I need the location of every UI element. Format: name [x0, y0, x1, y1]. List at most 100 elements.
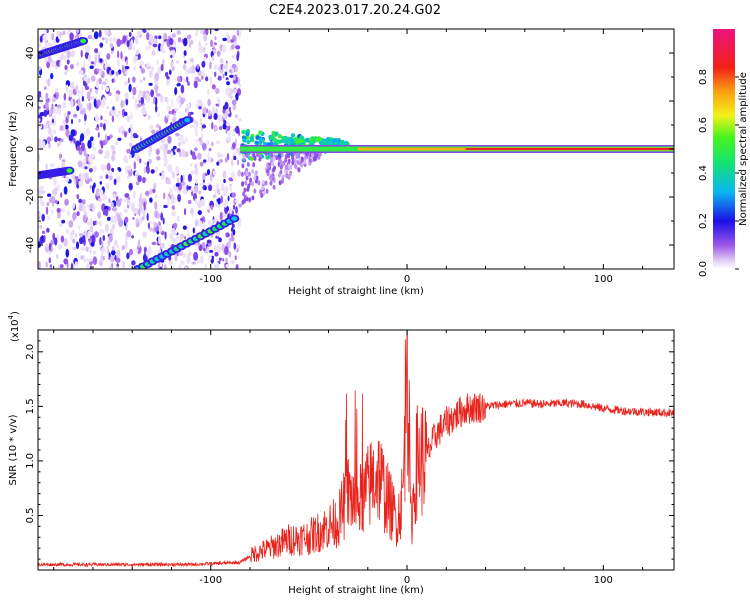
spectrogram-cell	[97, 211, 101, 219]
spectrogram-cell	[208, 147, 212, 152]
spectrogram-cell	[50, 72, 54, 80]
spectrogram-cell	[232, 79, 238, 84]
spectrogram-cell	[245, 170, 249, 176]
spectrogram-cell	[115, 257, 121, 264]
spectrogram-cell	[120, 100, 124, 108]
spectrogram-xlabel: Height of straight line (km)	[288, 286, 424, 297]
spectrogram-cell	[147, 222, 151, 229]
spectrogram-cell	[225, 86, 230, 96]
spectrogram-cell	[60, 192, 63, 198]
spectrogram-cell	[38, 106, 41, 110]
spectrogram-cell	[106, 53, 111, 60]
spectrogram-cell	[104, 205, 109, 211]
spectrogram-cell	[171, 148, 175, 152]
spectrogram-cell	[60, 235, 65, 243]
spectrogram-cell	[100, 254, 103, 262]
spectrogram-cell	[105, 86, 110, 92]
spectrogram-cell	[44, 244, 49, 248]
spectrogram-cell	[194, 219, 199, 227]
spectrogram-cell	[51, 59, 55, 68]
spectrogram-cell	[245, 131, 250, 137]
spectrogram-cell	[176, 215, 180, 223]
spectrogram-cell	[66, 210, 71, 216]
spectrogram-cell	[205, 42, 208, 47]
spectrogram-cell	[173, 230, 178, 236]
spectrogram-cell	[225, 257, 228, 263]
spectrogram-cell	[206, 139, 210, 145]
spectrogram-cell	[238, 83, 241, 88]
spectrogram-cell	[79, 103, 83, 111]
spectrogram-cell	[223, 200, 229, 208]
spectrogram-cell	[43, 123, 49, 130]
spectrogram-cell	[169, 233, 174, 240]
spectrogram-cell	[152, 188, 156, 194]
spectrogram-cell	[284, 140, 289, 145]
spectrogram-cell	[58, 223, 63, 227]
spectrogram-cell	[132, 86, 137, 96]
spectrogram-cell	[112, 150, 116, 156]
spectrogram-cell	[126, 175, 130, 180]
spectrogram-cell	[103, 155, 107, 159]
spectrogram-cell	[47, 193, 52, 197]
spectrogram-cell	[214, 71, 217, 78]
spectrogram-cell	[156, 60, 159, 65]
spectrogram-cell	[101, 37, 105, 41]
spectrogram-cell	[124, 131, 127, 138]
spectrogram-cell	[38, 188, 42, 196]
spectrogram-cell	[130, 202, 135, 211]
spectrogram-cell	[189, 207, 194, 215]
spectrogram-cell	[76, 29, 80, 34]
spectrogram-cell	[89, 217, 93, 226]
spectrogram-cell	[300, 156, 304, 162]
spectrogram-cell	[103, 165, 107, 170]
spectrogram-cell	[39, 96, 44, 105]
spectrogram-cell	[224, 157, 228, 163]
spectrogram-cell	[128, 182, 133, 191]
spectrogram-cell	[65, 128, 70, 138]
spectrogram-cell	[46, 136, 52, 143]
spectrogram-cell	[111, 250, 116, 256]
spectrogram-cell	[309, 139, 314, 144]
spectrogram-cell	[214, 29, 219, 32]
spectrogram-cell	[72, 246, 77, 251]
spectrogram-cell	[124, 80, 128, 86]
spectrogram-cell	[97, 132, 100, 138]
spectrogram-cell	[225, 264, 230, 268]
spectrogram-cell	[135, 248, 139, 253]
spectrogram-cell	[94, 48, 99, 54]
spectrogram-cell	[227, 195, 230, 202]
spectrogram-cell	[164, 231, 167, 240]
spectrogram-ylabel: Frequency (Hz)	[8, 111, 19, 187]
chart-title: C2E4.2023.017.20.24.G02	[269, 3, 441, 18]
spectrogram-cell	[163, 49, 166, 54]
spectrogram-cell	[225, 232, 230, 238]
spectrogram-cell	[167, 198, 170, 208]
spectrogram-cell	[186, 103, 191, 107]
spectrogram-cell	[101, 84, 104, 91]
spectrogram-cell	[204, 263, 208, 269]
spectrogram-cell	[178, 37, 182, 43]
spectrogram-cell	[230, 171, 236, 180]
spectrogram-cell	[242, 153, 246, 159]
spectrogram-cell	[171, 66, 175, 71]
spectrogram-cell	[202, 107, 207, 115]
snr-panel: -100 0 100 0.5 1.0 1.5 2.0 Height of straight …	[7, 311, 675, 596]
spectrogram-cell	[235, 264, 239, 269]
spectrogram-cell	[254, 140, 259, 145]
spectrogram-cell	[154, 194, 158, 199]
spectrogram-cell	[63, 238, 68, 247]
spectrogram-cell	[222, 73, 225, 79]
spectrogram-cell	[71, 229, 75, 236]
spectrogram-cell	[51, 103, 54, 110]
spectrogram-cell	[89, 249, 92, 254]
spectrogram-cell	[126, 230, 132, 238]
spectrogram-cell	[235, 125, 240, 134]
spectrogram-cell	[231, 63, 237, 69]
spectrogram-cell	[54, 136, 58, 143]
spectrogram-cell	[89, 65, 94, 69]
spectrogram-cell	[151, 241, 157, 246]
spectrogram-cell	[332, 138, 337, 143]
spectrogram-cell	[140, 68, 146, 74]
colorbar-ticks: 0.0 0.2 0.4 0.6 0.8	[698, 69, 739, 277]
spectrogram-cell	[242, 138, 247, 143]
